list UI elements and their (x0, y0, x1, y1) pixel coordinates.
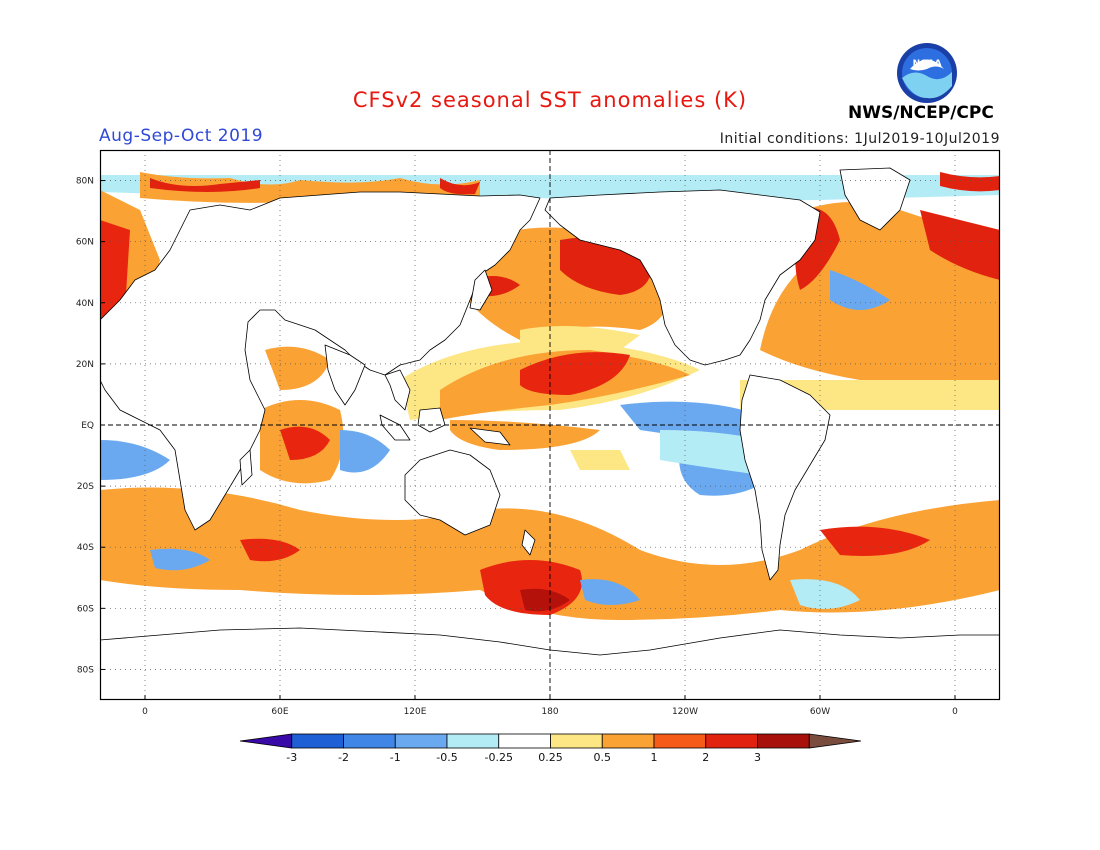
forecast-period: Aug-Sep-Oct 2019 (99, 126, 264, 146)
indian-ocean-hot (280, 426, 330, 460)
greenland (839, 167, 911, 231)
lon-tick-label: 60W (810, 707, 830, 717)
north-america (544, 189, 821, 366)
colorbar-swatch (808, 733, 862, 749)
lon-tick-label: 60E (271, 707, 288, 717)
south-atlantic-cool-patch (150, 548, 210, 571)
lon-tick-label: 120W (672, 707, 698, 717)
tropical-pacific-hot (520, 352, 630, 395)
gulf-stream-cool (830, 270, 890, 310)
colorbar-labels: -3 -2 -1 -0.5 -0.25 0.25 0.5 1 2 3 (286, 751, 761, 764)
logo-text: NOAA (913, 59, 942, 69)
north-atlantic-east-hot (100, 220, 130, 320)
arctic-hot-patch-2 (440, 178, 480, 195)
lat-tick-label: 60N (76, 238, 94, 248)
sst-anomaly-map: 80N 60N 40N 20N EQ 20S 40S 60S 80S 0 60E 120E 180 12… (76, 149, 1001, 717)
lat-tick-label: EQ (81, 421, 94, 431)
latitude-ticks: 80N 60N 40N 20N EQ 20S 40S 60S 80S (76, 177, 105, 675)
colorbar-label: -0.25 (485, 751, 513, 764)
lat-tick-label: 20S (77, 482, 94, 492)
arctic-hot-patch-3 (940, 172, 1000, 192)
lat-tick-label: 80S (77, 665, 94, 675)
lon-tick-label: 180 (541, 707, 558, 717)
australia (404, 449, 501, 536)
lon-tick-label: 0 (142, 707, 148, 717)
initial-conditions-label: Initial conditions: 1Jul2019-10Jul2019 (719, 131, 1000, 147)
colorbar-label: 3 (754, 751, 761, 764)
colorbar-swatch (239, 733, 293, 749)
south-america (739, 374, 831, 581)
southern-ocean-cool (580, 579, 640, 605)
colorbar-swatch (498, 733, 551, 749)
lat-tick-label: 80N (76, 177, 94, 187)
colorbar-swatch (653, 733, 707, 749)
colorbar-label: -0.5 (436, 751, 457, 764)
south-indian-hot (240, 538, 300, 562)
agency-label: NWS/NCEP/CPC (848, 103, 994, 123)
new-guinea (469, 427, 511, 446)
lon-tick-label: 120E (404, 707, 427, 717)
madagascar (239, 449, 253, 486)
colorbar-swatch (757, 733, 810, 749)
colorbar-label: 0.25 (538, 751, 563, 764)
longitude-ticks: 0 60E 120E 180 120W 60W 0 (142, 695, 958, 717)
colorbar-label: -2 (338, 751, 349, 764)
colorbar: -3 -2 -1 -0.5 -0.25 0.25 0.5 1 2 3 (239, 733, 862, 764)
east-pacific-cool (620, 401, 760, 437)
colorbar-swatch (705, 733, 758, 749)
lat-tick-label: 40N (76, 299, 94, 309)
logo-wave (902, 72, 952, 99)
colorbar-label: 0.5 (594, 751, 612, 764)
colorbar-swatch (550, 733, 603, 749)
east-indian-cool (340, 430, 390, 473)
sumatra (379, 414, 411, 441)
borneo (417, 407, 446, 433)
lat-tick-label: 60S (77, 604, 94, 614)
colorbar-swatch (394, 733, 448, 749)
india (324, 344, 366, 406)
colorbar-label: -1 (390, 751, 401, 764)
southeast-asia (384, 369, 411, 411)
south-pacific-warm-strip (570, 450, 630, 470)
lat-tick-label: 40S (77, 543, 94, 553)
new-zealand (521, 529, 536, 556)
colorbar-swatch (601, 733, 655, 749)
arabian-sea-warm (265, 346, 330, 390)
colorbar-label: -3 (286, 751, 297, 764)
north-atlantic-hot (920, 210, 1000, 280)
lat-tick-label: 20N (76, 360, 94, 370)
map-title: CFSv2 seasonal SST anomalies (K) (352, 88, 748, 112)
south-atlantic-east-cool (100, 440, 170, 480)
colorbar-swatch (343, 733, 396, 749)
eurasia-africa (100, 191, 541, 531)
logo-bird (910, 59, 944, 71)
japan (469, 269, 493, 311)
colorbar-swatch (291, 733, 344, 749)
colorbar-swatches (239, 733, 862, 749)
noaa-logo: NOAA (897, 43, 957, 103)
lon-tick-label: 0 (952, 707, 958, 717)
colorbar-label: 1 (651, 751, 658, 764)
colorbar-label: 2 (702, 751, 709, 764)
south-atlantic-hot (820, 526, 930, 556)
drake-passage-cool (790, 579, 860, 609)
arctic-hot-patch (150, 178, 260, 192)
colorbar-swatch (446, 733, 500, 749)
south-pacific-max (520, 588, 570, 612)
